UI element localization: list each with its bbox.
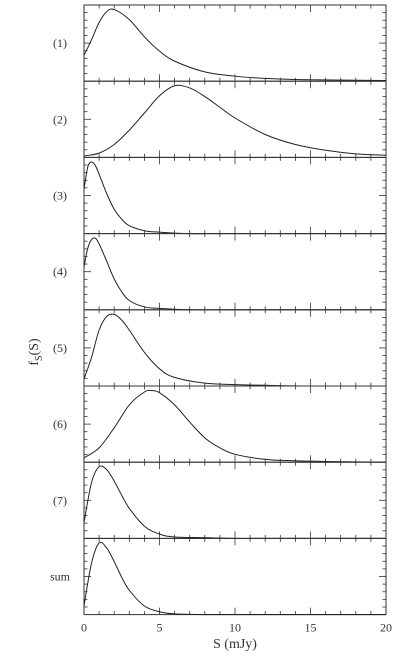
panel-frame [83,385,387,463]
series-line [83,237,386,311]
x-tick-label: 0 [81,621,87,635]
x-tick-label: 10 [229,621,241,635]
panel-2: (2) [53,80,387,158]
x-axis-label: S (mJy) [213,637,257,652]
panel-frame [83,309,387,387]
panel-frame [83,233,387,311]
x-tick-label: 5 [157,621,163,635]
panel-5: (5) [53,309,387,387]
panel-1: (1) [53,4,387,82]
panel-3: (3) [53,156,387,235]
panel-frame [83,537,387,616]
panel-6: (6) [53,385,387,463]
panel-label: (3) [53,189,67,203]
panel-label: (5) [53,341,67,355]
y-axis-label-arg: (S) [27,338,42,355]
x-tick-label: 20 [380,621,392,635]
panel-frame [83,461,387,539]
panel-frame [83,80,387,158]
series-line [83,465,386,539]
series-line [83,389,387,463]
series-line [83,313,387,387]
y-axis-label-sub: S [34,355,45,361]
panel-label: (2) [53,112,67,126]
series-line [83,541,386,616]
series-line [83,8,387,81]
panel-label: (4) [53,265,67,279]
panel-label: (7) [53,493,67,507]
y-axis-label-main: f [27,361,42,366]
panel-8: sum [50,537,387,616]
panel-frame [83,156,387,235]
panel-label: sum [50,570,71,584]
panel-label: (1) [53,36,67,50]
y-axis-label: fS(S) [27,338,45,366]
panel-4: (4) [53,233,387,311]
panel-7: (7) [53,461,387,539]
panels: (1) (2) (3) (4) (5) (6) (7) sum [50,4,387,616]
x-tick-label: 15 [305,621,317,635]
x-axis: 0 5 10 15 20 [81,621,392,635]
series-line [83,161,386,235]
panel-frame [83,4,387,82]
panel-label: (6) [53,417,67,431]
series-line [83,84,387,157]
